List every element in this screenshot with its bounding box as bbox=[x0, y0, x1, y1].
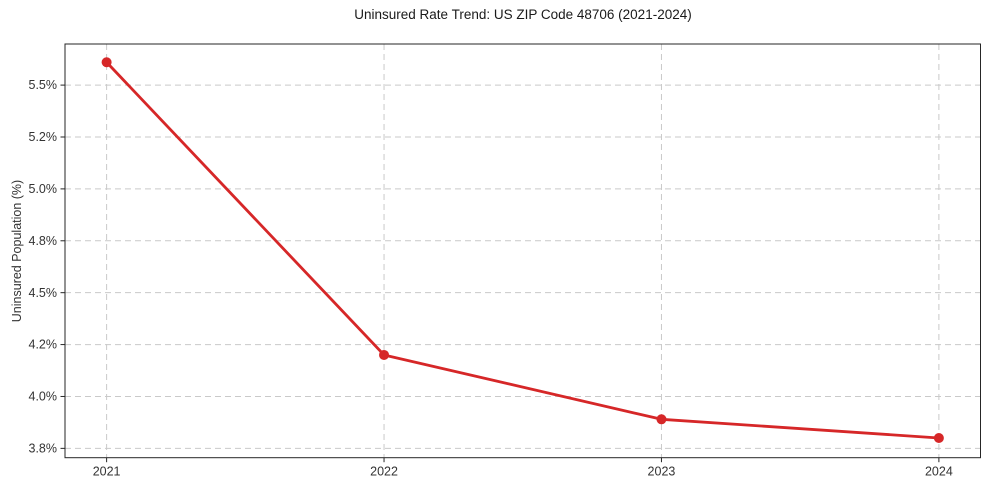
data-point-2024 bbox=[933, 432, 944, 443]
y-tick-label: 4.5% bbox=[29, 286, 58, 300]
data-point-2021 bbox=[101, 57, 112, 68]
plot-border bbox=[64, 43, 981, 459]
x-tick-label: 2024 bbox=[925, 465, 953, 479]
x-tick-label: 2023 bbox=[648, 465, 676, 479]
y-tick-label: 4.0% bbox=[29, 390, 58, 404]
y-tick-label: 5.2% bbox=[29, 130, 58, 144]
y-tick-label: 5.0% bbox=[29, 182, 58, 196]
chart-title: Uninsured Rate Trend: US ZIP Code 48706 … bbox=[354, 7, 692, 22]
data-point-2022 bbox=[379, 349, 390, 360]
data-point-2023 bbox=[656, 414, 667, 425]
x-tick-label: 2021 bbox=[93, 465, 121, 479]
y-tick-label: 5.5% bbox=[29, 78, 58, 92]
y-tick-label: 4.8% bbox=[29, 234, 58, 248]
trend-line bbox=[105, 60, 941, 440]
x-tick-label: 2022 bbox=[370, 465, 398, 479]
y-tick-label: 4.2% bbox=[29, 338, 58, 352]
y-tick-label: 3.8% bbox=[29, 441, 58, 455]
